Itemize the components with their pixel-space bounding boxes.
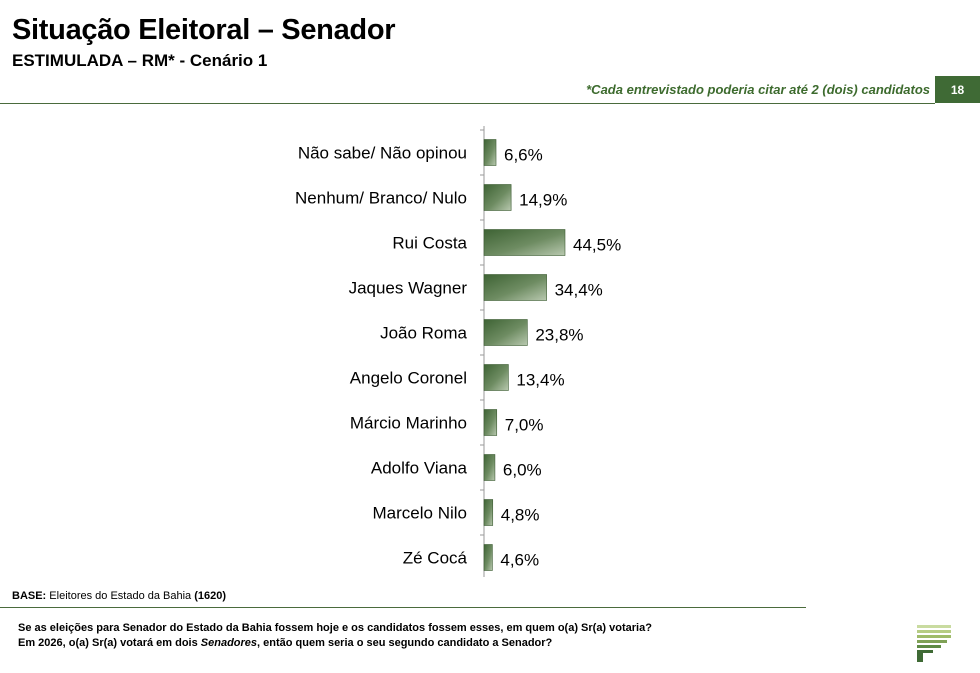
page-subtitle: ESTIMULADA – RM* - Cenário 1	[12, 51, 268, 70]
bar	[483, 184, 512, 211]
category-label: Rui Costa	[392, 234, 467, 253]
page-number-badge: 18	[935, 76, 980, 103]
base-note: BASE: Eleitores do Estado da Bahia (1620…	[12, 590, 226, 602]
value-label: 6,6%	[504, 146, 543, 165]
category-label: Zé Cocá	[403, 549, 468, 568]
bar	[483, 229, 566, 256]
header-divider	[0, 103, 935, 104]
category-label: Márcio Marinho	[350, 414, 467, 433]
value-label: 6,0%	[503, 461, 542, 480]
survey-question: Se as eleições para Senador do Estado da…	[18, 621, 652, 651]
question-line-1: Se as eleições para Senador do Estado da…	[18, 622, 652, 634]
value-label: 44,5%	[573, 236, 621, 255]
bar	[483, 454, 496, 481]
bar	[483, 139, 497, 166]
value-label: 13,4%	[516, 371, 564, 390]
value-label: 14,9%	[519, 191, 567, 210]
category-label: Adolfo Viana	[371, 459, 468, 478]
bar	[483, 409, 498, 436]
value-label: 4,8%	[501, 506, 540, 525]
question-line-2: Em 2026, o(a) Sr(a) votará em dois Senad…	[18, 637, 553, 649]
value-label: 7,0%	[505, 416, 544, 435]
value-label: 23,8%	[535, 326, 583, 345]
base-count: (1620)	[194, 590, 227, 602]
category-label: Jaques Wagner	[349, 279, 468, 298]
bar	[483, 544, 493, 571]
bar	[483, 274, 547, 301]
category-label: Nenhum/ Branco/ Nulo	[295, 189, 467, 208]
base-label: BASE:	[12, 590, 47, 602]
bar-chart: Não sabe/ Não opinou 6,6% Nenhum/ Branco/ …	[295, 126, 621, 577]
category-label: Não sabe/ Não opinou	[298, 144, 467, 163]
question-emphasis: Senadores	[200, 637, 258, 649]
category-label: João Roma	[380, 324, 467, 343]
bar	[483, 319, 528, 346]
base-text: Eleitores do Estado da Bahia	[49, 590, 192, 602]
bar	[483, 364, 509, 391]
bar	[483, 499, 494, 526]
value-label: 34,4%	[555, 281, 603, 300]
category-label: Marcelo Nilo	[373, 504, 467, 523]
page-title: Situação Eleitoral – Senador	[12, 14, 396, 46]
brand-logo-icon	[917, 625, 951, 662]
citation-note: *Cada entrevistado poderia citar até 2 (…	[586, 82, 930, 97]
value-label: 4,6%	[500, 551, 539, 570]
footer-divider	[0, 607, 806, 608]
category-label: Angelo Coronel	[350, 369, 467, 388]
